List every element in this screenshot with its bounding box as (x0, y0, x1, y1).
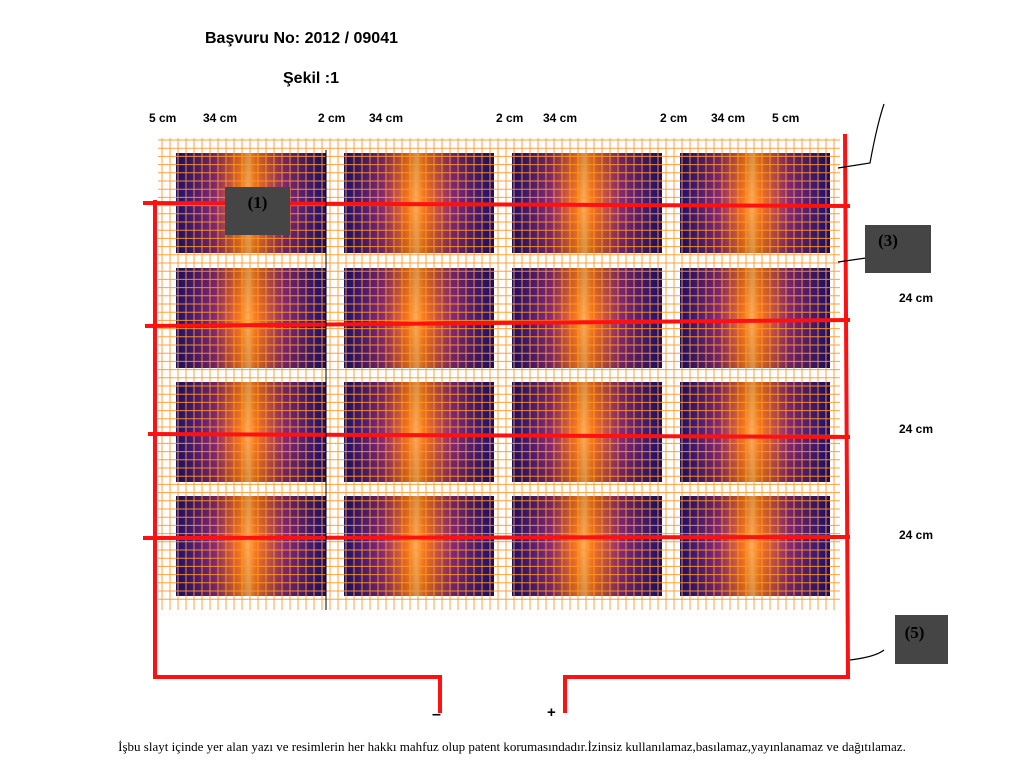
heating-panel (512, 268, 662, 368)
dimension-label-width: 34 cm (203, 111, 238, 125)
heating-panel (512, 382, 662, 482)
callout-part-5: (5) (895, 615, 948, 664)
heating-panel (344, 382, 494, 482)
bus-wire-3 (147, 432, 851, 439)
heating-panel (344, 268, 494, 368)
wire-mesh (158, 138, 840, 610)
dimension-label-width: 34 cm (711, 111, 746, 125)
copyright-notice: İşbu slayt içinde yer alan yazı ve resim… (118, 739, 906, 754)
heating-panel (680, 382, 830, 482)
callout-label: (3) (878, 231, 898, 250)
dimension-label-height: 24 cm (899, 422, 934, 436)
application-number: Başvuru No: 2012 / 09041 (205, 30, 398, 47)
leader-line-top (837, 103, 885, 169)
dimension-label-width: 2 cm (496, 111, 524, 125)
callout-label: (1) (247, 193, 268, 212)
dimension-label-width: 5 cm (772, 111, 800, 125)
figure-title: Şekil :1 (283, 70, 340, 87)
heating-panel (344, 496, 494, 596)
heating-panel (176, 268, 326, 368)
negative-terminal: – (432, 706, 441, 723)
heating-panel (680, 268, 830, 368)
heating-panel (680, 153, 830, 253)
dimension-label-width: 34 cm (369, 111, 404, 125)
heating-panel (176, 382, 326, 482)
leader-line-part5 (849, 649, 885, 661)
callout-label: (5) (904, 623, 925, 642)
dimension-label-width: 34 cm (543, 111, 578, 125)
dimension-label-width: 5 cm (149, 111, 177, 125)
callout-part-1: (1) (225, 187, 290, 235)
bus-wire-2 (144, 318, 851, 328)
dimension-label-width: 2 cm (318, 111, 346, 125)
negative-lead-wire (153, 200, 442, 713)
positive-terminal: + (547, 704, 556, 721)
dimension-label-height: 24 cm (899, 528, 934, 542)
positive-lead-wire (563, 133, 851, 713)
callout-part-3: (3) (865, 225, 931, 273)
dimension-label-height: 24 cm (899, 291, 934, 305)
heating-panel (176, 496, 326, 596)
bus-wire-4 (142, 535, 851, 540)
bus-wires (142, 133, 851, 713)
dimension-label-width: 2 cm (660, 111, 688, 125)
heating-panel (680, 496, 830, 596)
heating-panel (512, 496, 662, 596)
